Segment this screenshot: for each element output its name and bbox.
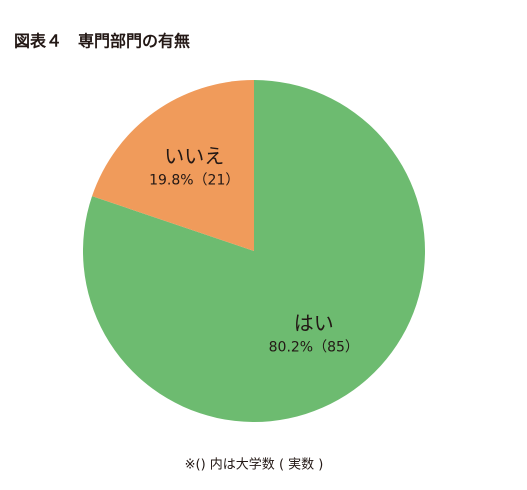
slice-label: いいえ [164,144,224,168]
pie-slice [92,80,254,251]
slice-label: はい [294,311,334,335]
chart-title: 図表４ 専門部門の有無 [14,32,190,51]
value-label: 19.8%（21） [149,173,239,189]
footnote: ※() 内は大学数 ( 実数 ) [185,457,324,473]
value-label: 80.2%（85） [269,339,359,355]
pie-slice [82,80,425,422]
